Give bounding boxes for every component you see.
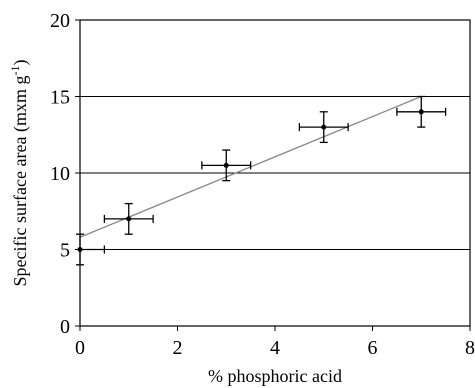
y-axis-title: Specific surface area (mxm g-1) bbox=[8, 60, 31, 287]
grid-lines bbox=[80, 96, 470, 250]
data-point-1 bbox=[126, 216, 132, 222]
plot-frame bbox=[79, 19, 471, 327]
x-tick-label-3: 6 bbox=[368, 337, 378, 359]
x-ticks: 0 2 4 6 8 bbox=[75, 326, 475, 359]
data-point-3 bbox=[321, 124, 327, 130]
y-ticks: 0 5 10 15 20 bbox=[50, 10, 80, 338]
y-tick-label-3: 15 bbox=[50, 87, 70, 109]
data-point-2 bbox=[223, 162, 229, 168]
x-tick-label-1: 2 bbox=[173, 337, 183, 359]
y-axis-title-main: Specific surface area (mxm g bbox=[10, 76, 31, 287]
y-axis-title-close: ) bbox=[10, 60, 31, 66]
y-tick-label-0: 0 bbox=[60, 316, 70, 338]
y-tick-label-2: 10 bbox=[50, 163, 70, 185]
error-bars bbox=[76, 95, 447, 266]
x-tick-label-2: 4 bbox=[270, 337, 280, 359]
y-tick-label-4: 20 bbox=[50, 10, 70, 32]
x-tick-label-0: 0 bbox=[75, 337, 85, 359]
x-axis-title: % phosphoric acid bbox=[208, 366, 342, 386]
y-tick-label-1: 5 bbox=[60, 240, 70, 262]
data-points bbox=[77, 109, 424, 252]
data-point-4 bbox=[418, 109, 424, 115]
x-tick-label-4: 8 bbox=[465, 337, 475, 359]
y-axis-title-sup: -1 bbox=[8, 66, 22, 76]
